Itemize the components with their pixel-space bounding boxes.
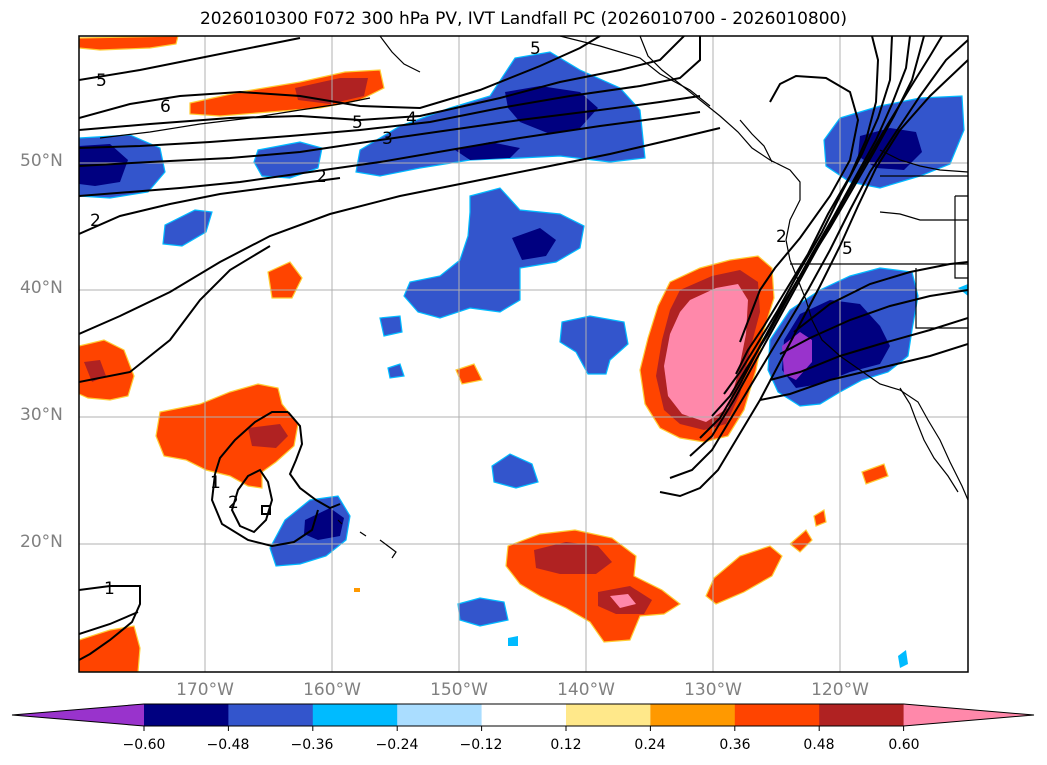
negative-anomaly-region	[457, 597, 509, 627]
negative-anomaly-core	[782, 300, 890, 388]
lon-label-120w: 120°W	[811, 680, 869, 700]
negative-anomaly-region	[508, 636, 518, 646]
colorbar-tick-label: −0.48	[206, 737, 250, 753]
colorbar-segment	[734, 704, 820, 726]
lon-label-150w: 150°W	[430, 680, 488, 700]
positive-anomaly-region	[155, 383, 299, 489]
colorbar-extend-max	[903, 704, 1034, 726]
contour-label: 2	[90, 211, 101, 231]
contour-label: 2	[316, 167, 327, 187]
lat-label-30n: 30°N	[20, 405, 63, 425]
colorbar-segment	[650, 704, 736, 726]
negative-anomaly-region	[403, 187, 585, 319]
contour-label: 3	[382, 129, 393, 149]
colorbar-segment	[481, 704, 567, 726]
colorbar-segment	[397, 704, 483, 726]
colorbar-tick-label: 0.48	[803, 737, 835, 753]
contour-label: 2	[228, 493, 239, 513]
negative-anomaly-region	[379, 315, 403, 337]
colorbar-segment	[566, 704, 651, 726]
positive-anomaly-region	[455, 363, 483, 385]
contour-label: 5	[352, 113, 363, 133]
colorbar-tick-label: −0.12	[459, 737, 503, 753]
lon-label-160w: 160°W	[303, 680, 361, 700]
contour-label: 5	[842, 239, 853, 259]
lon-label-170w: 170°W	[176, 680, 234, 700]
contour-label: 2	[776, 227, 787, 247]
negative-anomaly-core	[858, 128, 922, 170]
colorbar-tick-label: −0.24	[375, 737, 419, 753]
colorbar-segment	[228, 704, 314, 726]
colorbar-tick-label: −0.60	[122, 737, 166, 753]
colorbar-extend-min	[12, 704, 144, 726]
plot-frame	[78, 35, 969, 673]
positive-anomaly-region	[354, 588, 360, 592]
positive-anomaly-peak	[610, 594, 636, 608]
colorbar-tick-label: 0.12	[550, 737, 582, 753]
contour-label: 6	[160, 97, 171, 117]
colorbar-tick-label: 0.36	[719, 737, 751, 753]
negative-anomaly-core	[505, 86, 598, 134]
colorbar-segment	[819, 704, 905, 726]
contour-label: 1	[210, 473, 221, 493]
colorbar-tick-label: 0.24	[634, 737, 666, 753]
pv-contours	[79, 36, 968, 661]
positive-anomaly-core	[84, 360, 106, 382]
contour-labels: 5 6 5 4 3 2 2 5 2 1 2 1 5	[90, 39, 853, 599]
contour-label: 5	[96, 71, 107, 91]
negative-anomaly-core	[304, 508, 344, 540]
colorbar-tick-label: −0.36	[290, 737, 334, 753]
positive-anomaly-core	[534, 542, 612, 574]
positive-anomaly-region	[861, 463, 889, 485]
contour-label: 4	[406, 109, 417, 129]
lon-label-140w: 140°W	[557, 680, 615, 700]
map-title: 2026010300 F072 300 hPa PV, IVT Landfall…	[199, 9, 847, 29]
graticule	[79, 36, 968, 672]
negative-anomaly-region	[898, 650, 908, 668]
positive-anomaly-region	[789, 529, 813, 553]
positive-anomaly-core	[248, 424, 288, 448]
lat-label-50n: 50°N	[20, 151, 63, 171]
colorbar-tick-label: 0.60	[888, 737, 920, 753]
negative-anomaly-region	[491, 453, 539, 489]
negative-anomaly-core	[512, 228, 556, 260]
contour-label: 1	[104, 579, 115, 599]
positive-anomaly-region	[705, 545, 783, 605]
filled-anomaly-regions	[79, 36, 968, 672]
negative-anomaly-region	[162, 209, 213, 247]
colorbar-segment	[312, 704, 398, 726]
positive-anomaly-region	[79, 625, 141, 672]
positive-anomaly-peak	[664, 284, 748, 422]
lon-label-130w: 130°W	[684, 680, 742, 700]
negative-anomaly-region	[387, 363, 405, 379]
colorbar	[11, 703, 1035, 731]
lat-label-20n: 20°N	[20, 532, 63, 552]
negative-anomaly-region	[559, 315, 629, 375]
contour-label: 5	[530, 39, 541, 59]
positive-anomaly-region	[79, 36, 179, 51]
lat-label-40n: 40°N	[20, 278, 63, 298]
colorbar-segment	[144, 704, 229, 726]
positive-anomaly-region	[79, 339, 135, 401]
positive-anomaly-region	[267, 261, 303, 299]
negative-anomaly-region	[355, 51, 646, 177]
positive-anomaly-region	[813, 509, 827, 527]
